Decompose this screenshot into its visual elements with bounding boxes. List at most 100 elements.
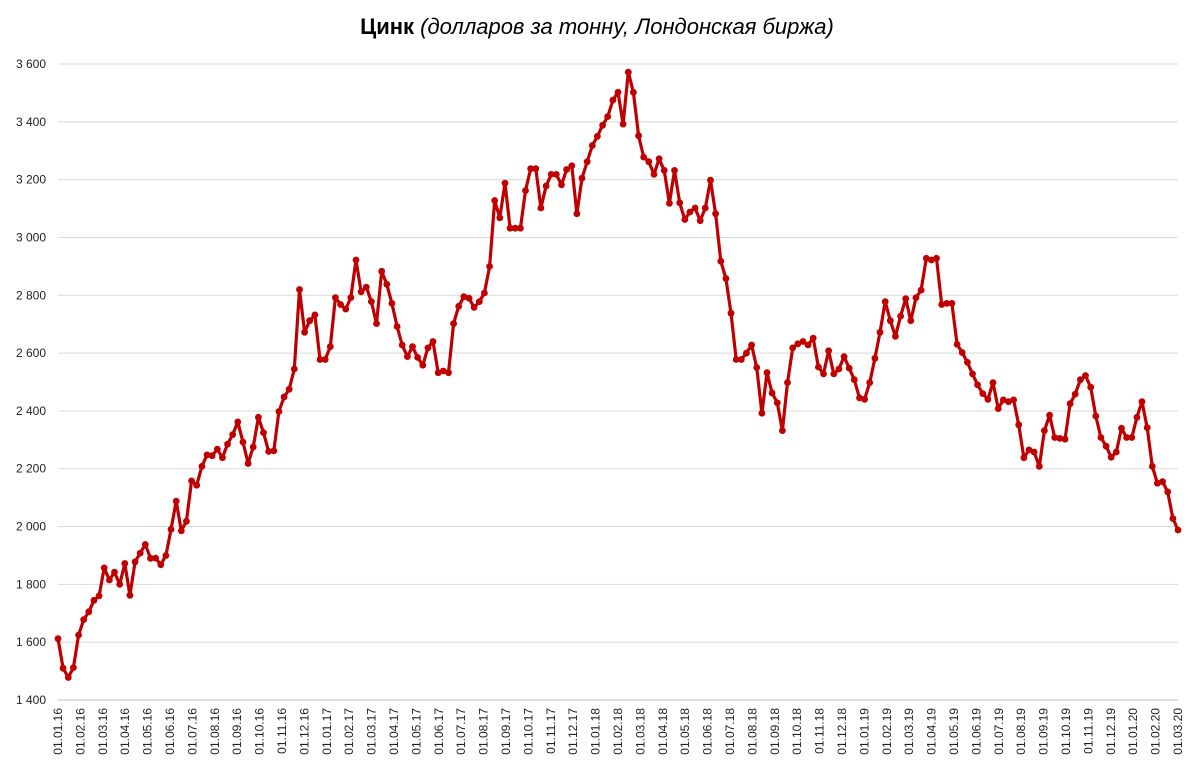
data-point xyxy=(691,204,699,212)
data-point xyxy=(984,395,992,403)
data-point xyxy=(85,608,93,616)
data-point xyxy=(815,363,822,371)
data-point xyxy=(583,158,591,166)
x-tick-label: 01.02.17 xyxy=(342,708,356,755)
data-point xyxy=(660,167,668,174)
data-point xyxy=(604,113,612,120)
data-point xyxy=(362,283,370,291)
data-point xyxy=(383,280,391,288)
x-tick-label: 01.06.18 xyxy=(701,708,715,755)
data-point xyxy=(594,132,601,140)
data-point xyxy=(1159,478,1166,486)
data-point xyxy=(419,361,427,369)
data-point xyxy=(758,409,766,417)
data-point xyxy=(506,224,514,232)
data-point xyxy=(799,338,807,345)
x-tick-label: 01.06.17 xyxy=(432,708,446,755)
data-point xyxy=(511,224,519,232)
data-point xyxy=(332,294,339,301)
data-point xyxy=(969,370,976,378)
data-point xyxy=(249,443,257,451)
x-tick-label: 01.10.19 xyxy=(1059,708,1073,755)
y-tick-label: 1 400 xyxy=(16,693,46,707)
data-point xyxy=(285,385,293,393)
data-point xyxy=(568,162,576,170)
series-line xyxy=(56,70,1180,680)
data-point xyxy=(224,440,231,448)
data-point xyxy=(64,674,72,681)
x-tick-label: 01.10.18 xyxy=(790,708,804,755)
data-point xyxy=(126,591,134,599)
data-point xyxy=(203,451,211,459)
data-point xyxy=(95,592,103,600)
data-point xyxy=(820,370,827,378)
data-point xyxy=(522,187,529,195)
data-point xyxy=(928,256,935,264)
data-point xyxy=(1174,526,1182,534)
x-tick-label: 01.11.17 xyxy=(544,708,558,754)
data-point xyxy=(373,320,380,327)
data-point xyxy=(1138,398,1146,406)
x-tick-label: 01.03.20 xyxy=(1171,708,1185,755)
chart-title-main: Цинк xyxy=(360,14,415,39)
y-tick-label: 2 400 xyxy=(16,404,46,418)
x-tick-label: 01.06.16 xyxy=(163,708,177,755)
data-point xyxy=(527,165,535,173)
x-tick-label: 01.08.18 xyxy=(745,708,759,755)
data-point xyxy=(157,561,165,569)
data-point xyxy=(866,379,874,386)
data-point xyxy=(650,171,658,178)
data-point xyxy=(326,343,334,351)
data-point xyxy=(1133,413,1141,421)
data-point xyxy=(1066,400,1074,408)
x-tick-label: 01.05.16 xyxy=(141,708,155,755)
data-point xyxy=(1128,434,1136,441)
data-point xyxy=(368,298,375,305)
data-point xyxy=(378,267,386,275)
data-point xyxy=(1092,412,1100,420)
data-point xyxy=(994,405,1002,412)
data-point xyxy=(743,349,750,357)
data-point xyxy=(398,341,406,349)
data-point xyxy=(1107,453,1115,461)
data-point xyxy=(686,208,694,216)
data-point xyxy=(393,323,401,330)
data-point xyxy=(948,300,956,307)
x-tick-label: 01.12.19 xyxy=(1104,708,1118,755)
y-axis-ticks: 1 400 1 600 1 800 2 000 2 200 2 400 2 600 2 800… xyxy=(16,57,46,707)
data-point xyxy=(496,214,504,222)
x-tick-label: 01.07.16 xyxy=(185,708,199,755)
data-point xyxy=(999,396,1007,404)
data-point xyxy=(388,300,396,307)
data-point xyxy=(1015,421,1023,429)
series-layer xyxy=(54,68,1182,681)
data-point xyxy=(804,341,812,349)
x-tick-label: 01.08.16 xyxy=(208,708,222,755)
data-point xyxy=(666,199,673,207)
data-point xyxy=(111,568,118,576)
data-point xyxy=(779,427,786,434)
data-point xyxy=(902,295,910,303)
data-point xyxy=(106,576,113,584)
data-point xyxy=(845,364,853,372)
data-point xyxy=(517,224,524,232)
data-point xyxy=(676,199,684,207)
x-tick-label: 01.08.17 xyxy=(477,708,491,755)
data-point xyxy=(712,210,719,218)
data-point xyxy=(162,552,170,559)
x-tick-label: 01.03.17 xyxy=(365,708,379,755)
data-point xyxy=(1061,435,1069,443)
data-point xyxy=(989,379,997,386)
data-point xyxy=(696,217,704,225)
data-point xyxy=(1030,448,1038,456)
data-point xyxy=(635,132,642,140)
data-point xyxy=(177,527,185,535)
data-point xyxy=(172,497,180,505)
data-point xyxy=(136,549,144,557)
data-point xyxy=(409,343,416,351)
data-point xyxy=(75,631,82,639)
data-point xyxy=(1071,390,1079,398)
data-point xyxy=(737,356,745,363)
x-tick-label: 01.11.16 xyxy=(275,708,289,754)
